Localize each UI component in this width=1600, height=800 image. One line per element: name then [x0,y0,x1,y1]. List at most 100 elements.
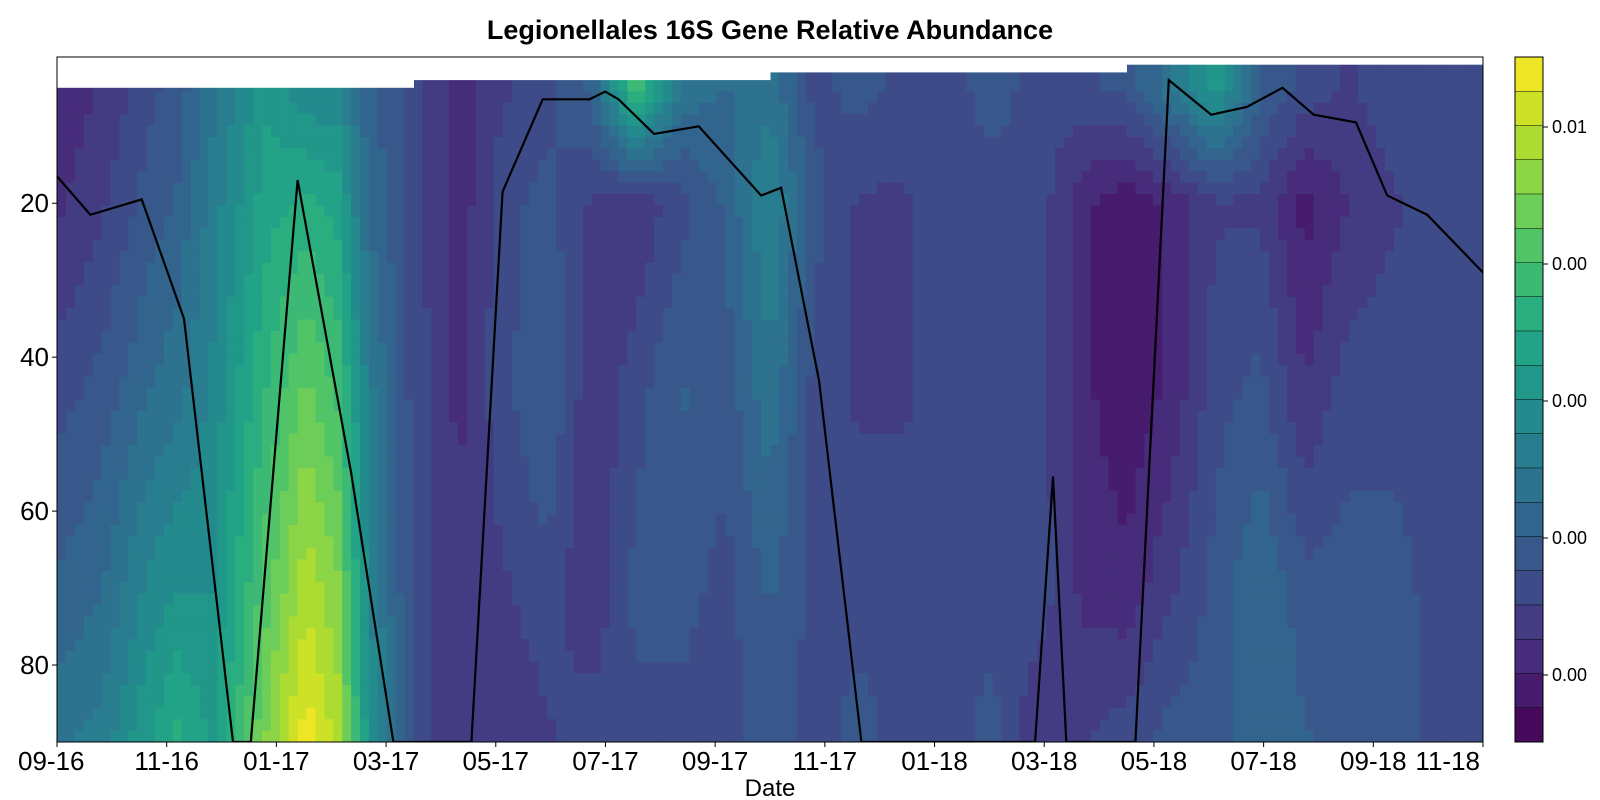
heatmap-cell [609,205,620,218]
heatmap-cell [351,445,361,458]
heatmap-cell [395,228,406,241]
heatmap-cell [110,433,120,446]
heatmap-cell [128,102,138,115]
heatmap-cell [422,342,432,355]
heatmap-cell [778,251,789,264]
heatmap-cell [422,331,432,344]
heatmap-cell [155,388,165,401]
heatmap-cell [725,194,735,207]
heatmap-cell [743,616,753,629]
heatmap-cell [351,285,361,298]
heatmap-cell [743,422,753,435]
heatmap-cell [217,182,227,195]
heatmap-cell [163,513,174,526]
heatmap-cell [172,650,183,663]
heatmap-cell [787,513,798,526]
heatmap-cell [671,216,682,229]
heatmap-cell [101,365,112,378]
heatmap-cell [636,410,646,423]
heatmap-cell [582,319,593,332]
heatmap-cell [351,479,361,492]
heatmap-cell [707,593,718,606]
heatmap-cell [128,319,138,332]
heatmap-cell [618,456,628,469]
heatmap-cell [181,582,192,595]
heatmap-cell [725,331,735,344]
heatmap-cell [627,547,637,560]
heatmap-cell [163,365,174,378]
heatmap-cell [466,605,477,618]
heatmap-cell [163,171,174,184]
heatmap-cell [333,308,343,321]
heatmap-cell [279,410,290,423]
heatmap-cell [92,182,103,195]
heatmap-cell [181,616,192,629]
heatmap-cell [511,616,522,629]
heatmap-cell [128,479,138,492]
heatmap-cell [244,365,254,378]
heatmap-cell [137,684,147,697]
heatmap-cell [146,730,156,742]
heatmap-cell [493,205,504,218]
heatmap-cell [493,296,504,309]
heatmap-cell [778,490,789,503]
heatmap-cell [83,490,94,503]
heatmap-cell [377,696,388,709]
heatmap-cell [279,159,290,172]
heatmap-cell [475,707,486,720]
heatmap-cell [155,445,165,458]
heatmap-cell [734,502,744,515]
heatmap-cell [377,114,388,127]
heatmap-cell [716,719,727,732]
heatmap-cell [315,422,325,435]
heatmap-cell [244,102,254,115]
heatmap-cell [333,536,343,549]
heatmap-cell [734,513,744,526]
heatmap-cell [778,456,789,469]
heatmap-cell [146,559,156,572]
heatmap-cell [475,171,486,184]
heatmap-cell [565,205,575,218]
heatmap-cell [627,365,637,378]
heatmap-cell [493,399,504,412]
heatmap-cell [600,114,611,127]
heatmap-cell [288,422,299,435]
heatmap-cell [493,148,504,161]
heatmap-cell [253,319,263,332]
heatmap-cell [440,570,450,583]
heatmap-cell [279,479,290,492]
heatmap-cell [520,410,530,423]
heatmap-cell [404,662,415,675]
heatmap-cell [752,91,762,104]
heatmap-cell [431,479,441,492]
heatmap-cell [226,194,236,207]
heatmap-cell [716,445,727,458]
heatmap-cell [163,148,174,161]
heatmap-cell [172,273,183,286]
heatmap-cell [440,251,450,264]
heatmap-cell [92,285,103,298]
heatmap-cell [368,239,379,252]
heatmap-cell [752,525,762,538]
heatmap-cell [137,251,147,264]
heatmap-cell [244,91,254,104]
heatmap-cell [698,673,709,686]
heatmap-cell [431,251,441,264]
heatmap-cell [636,662,646,675]
heatmap-cell [244,308,254,321]
heatmap-cell [761,605,771,618]
heatmap-cell [155,433,165,446]
heatmap-cell [190,502,201,515]
heatmap-cell [761,650,771,663]
heatmap-cell [83,684,94,697]
heatmap-cell [538,79,548,92]
heatmap-cell [743,639,753,652]
heatmap-cell [591,159,602,172]
heatmap-cell [395,296,406,309]
heatmap-cell [146,650,156,663]
heatmap-cell [752,445,762,458]
heatmap-cell [600,251,611,264]
heatmap-cell [787,376,798,389]
heatmap-cell [146,331,156,344]
heatmap-cell [778,136,789,149]
